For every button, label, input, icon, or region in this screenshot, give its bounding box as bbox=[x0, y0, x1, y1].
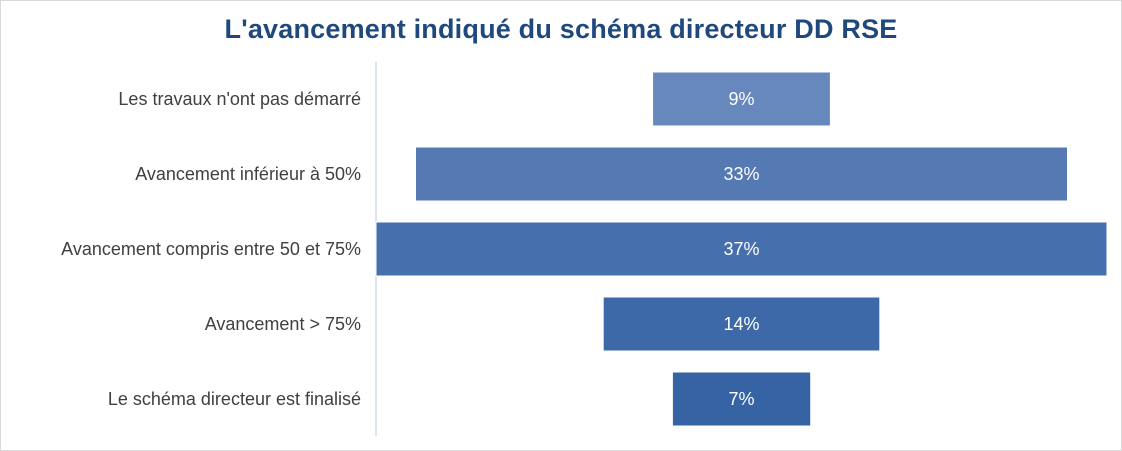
funnel-bar bbox=[602, 296, 881, 352]
bar-value-label: 14% bbox=[723, 314, 759, 334]
category-label: Avancement compris entre 50 et 75% bbox=[61, 239, 361, 259]
bars-group: 9% Les travaux n'ont pas démarré 33% Avance… bbox=[61, 71, 1108, 427]
category-label: Avancement > 75% bbox=[205, 314, 361, 334]
chart-title: L'avancement indiqué du schéma directeur… bbox=[224, 14, 898, 44]
category-label: Le schéma directeur est finalisé bbox=[108, 389, 361, 409]
bar-value-label: 33% bbox=[723, 164, 759, 184]
funnel-bar bbox=[375, 221, 1108, 277]
bar-value-label: 7% bbox=[728, 389, 754, 409]
category-label: Les travaux n'ont pas démarré bbox=[118, 89, 361, 109]
funnel-bar bbox=[671, 371, 812, 427]
bar-value-label: 37% bbox=[723, 239, 759, 259]
funnel-bar bbox=[415, 146, 1068, 202]
bar-value-label: 9% bbox=[728, 89, 754, 109]
funnel-bar bbox=[652, 71, 831, 127]
category-label: Avancement inférieur à 50% bbox=[135, 164, 361, 184]
